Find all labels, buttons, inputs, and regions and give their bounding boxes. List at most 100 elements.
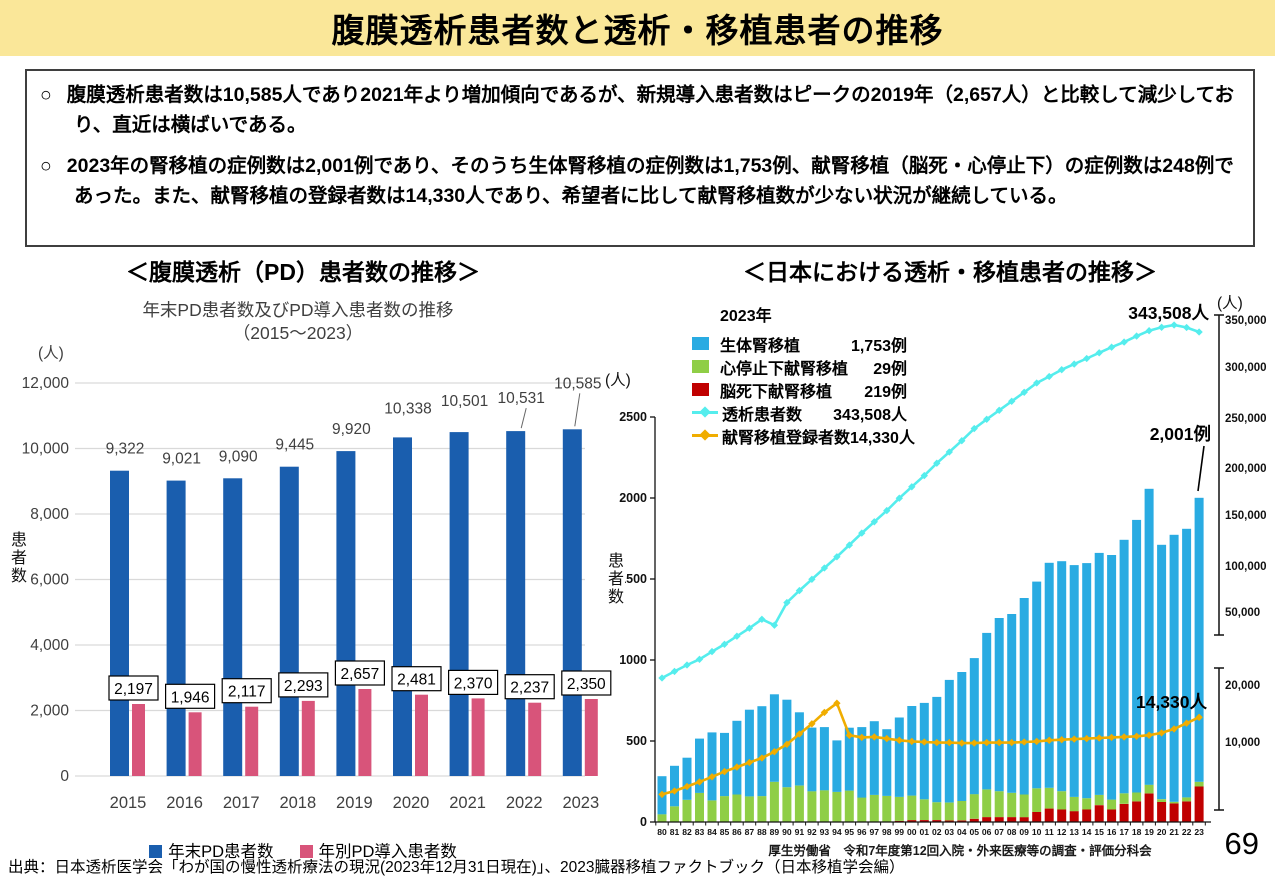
left-axis-label: 1000 [619, 653, 647, 667]
line-marker [733, 763, 741, 771]
cardiac-death-bar [994, 791, 1004, 818]
line-marker [783, 740, 791, 748]
cardiac-death-bar [1094, 794, 1104, 806]
pd-yearend-value-label: 10,585 [554, 375, 601, 392]
x-tick-label: 95 [845, 827, 855, 837]
cardiac-death-bar [882, 795, 892, 822]
cardiac-death-bar [707, 800, 717, 822]
cardiac-death-bar [682, 799, 692, 822]
right-upper-axis-label: 200,000 [1225, 463, 1267, 475]
cardiac-death-bar [695, 792, 704, 822]
pd-chart-title: ＜腹膜透析（PD）患者数の推移＞ [126, 259, 480, 285]
pd-yearend-value-label: 10,501 [441, 393, 488, 410]
living-donor-bar [707, 732, 717, 801]
line-marker [1070, 735, 1078, 743]
legend-series-name: 生体腎移植 [720, 337, 801, 355]
legend-row-brain-death: 脳死下献腎移植 219例 [692, 378, 907, 401]
living-donor-bar [1069, 565, 1079, 797]
x-tick-label: 17 [1119, 827, 1129, 837]
pd-yearend-value-label: 9,322 [106, 441, 145, 458]
living-donor-bar [670, 765, 679, 807]
cardiac-death-bar [944, 802, 954, 821]
brain-death-bar [969, 818, 979, 822]
line-marker [1083, 354, 1091, 363]
living-donor-bar [882, 729, 892, 796]
cardiac-death-bar [782, 787, 792, 822]
cardiac-death-bar [969, 794, 979, 819]
transplant-combo-chart: 2500 2000 1500 1000 500 0 (人) 80 81 82 83 84 85 86 87 8… [597, 288, 1267, 865]
legend-item-pd-yearend: 年末PD患者数 [149, 838, 274, 862]
pd-new-value-box [448, 669, 499, 695]
legend-row-living-donor: 生体腎移植 1,753例 [692, 332, 907, 355]
line-marker [1033, 379, 1041, 387]
pd-new-value-box [561, 670, 612, 696]
line-marker [1157, 323, 1166, 331]
x-tick-label: 01 [920, 827, 930, 837]
bullet-marker: ○ [40, 155, 52, 178]
pd-yearend-bar [449, 432, 469, 776]
x-tick-label: 84 [707, 827, 717, 837]
cardiac-death-bar [1044, 787, 1054, 809]
line-marker [1033, 737, 1041, 746]
right-upper-axis-label: 300,000 [1225, 362, 1267, 374]
x-tick-label: 87 [745, 827, 755, 837]
legend-label-pd-yearend: 年末PD患者数 [168, 843, 274, 861]
brain-death-bar [1082, 809, 1092, 822]
line-marker [1195, 713, 1203, 721]
legend-row-registrants: 献腎移植登録者数 14,330人 [692, 424, 915, 447]
annotation-dialysis-total: 343,508人 [1128, 303, 1209, 323]
cardiac-death-bar [1182, 797, 1192, 802]
brain-death-bar [944, 820, 954, 822]
living-donor-bar [1044, 562, 1054, 788]
cardiac-death-bar [1107, 799, 1117, 810]
brain-death-bar [1069, 811, 1079, 822]
pd-new-value-label: 2,117 [228, 684, 266, 701]
cardiac-death-bar [982, 789, 992, 818]
x-tick-label: 18 [1132, 827, 1142, 837]
line-marker [858, 733, 866, 742]
cardiac-death-bar [919, 799, 929, 820]
pd-yearend-bar [506, 431, 526, 776]
cardiac-death-bar [1032, 788, 1042, 812]
x-tick-label: 83 [695, 827, 705, 837]
summary-box: ○ 腹膜透析患者数は10,585人であり2021年より増加傾向であるが、新規導入患… [25, 69, 1255, 247]
legend-label-pd-new: 年別PD導入患者数 [318, 843, 457, 861]
legend-item-pd-new: 年別PD導入患者数 [299, 838, 457, 862]
x-tick-label: 12 [1057, 827, 1067, 837]
x-tick-label: 11 [1045, 827, 1054, 837]
summary-bullet-2: ○ 2023年の腎移植の症例数は2,001例であり、そのうち生体腎移植の症例数は1… [40, 152, 1239, 211]
cardiac-death-bar [1082, 798, 1092, 810]
pd-yearend-bar [336, 451, 356, 776]
living-donor-bar [1082, 563, 1092, 799]
left-axis-label: 0 [640, 815, 647, 829]
line-marker [945, 738, 953, 747]
legend-swatch [692, 360, 709, 373]
left-axis-label: 2500 [619, 410, 647, 424]
source-note: 出典：日本透析医学会「わが国の慢性透析療法の現況(2023年12月31日現在)」… [8, 859, 905, 876]
line-marker [1070, 360, 1078, 368]
x-tick-label: 94 [832, 827, 842, 837]
living-donor-bar [1107, 555, 1117, 800]
brain-death-bar [1144, 793, 1154, 822]
cardiac-death-bar [1194, 781, 1204, 787]
cardiac-death-bar [957, 800, 967, 821]
line-marker [920, 738, 928, 746]
x-tick-label: 97 [870, 827, 880, 837]
right-upper-axis-label: 150,000 [1225, 510, 1267, 522]
line-marker [1095, 349, 1103, 357]
x-tick-label: 99 [895, 827, 905, 837]
x-tick-label: 10 [1032, 827, 1042, 837]
pd-yearend-bar [166, 480, 186, 776]
right-upper-axis-label: 250,000 [1225, 413, 1267, 425]
x-tick-label: 96 [857, 827, 867, 837]
x-tick-label: 90 [782, 827, 792, 837]
legend-line-swatch [692, 428, 718, 441]
x-tick-label: 2021 [449, 794, 486, 812]
pd-bar-chart-svg: 12,000 10,000 8,000 6,000 4,000 2,000 0 (人) 9,32… [22, 344, 612, 812]
x-tick-label: 23 [1194, 827, 1204, 837]
x-tick-label: 89 [770, 827, 780, 837]
living-donor-bar [857, 727, 867, 798]
cardiac-death-bar [807, 791, 817, 822]
pd-new-value-label: 2,481 [397, 672, 436, 689]
